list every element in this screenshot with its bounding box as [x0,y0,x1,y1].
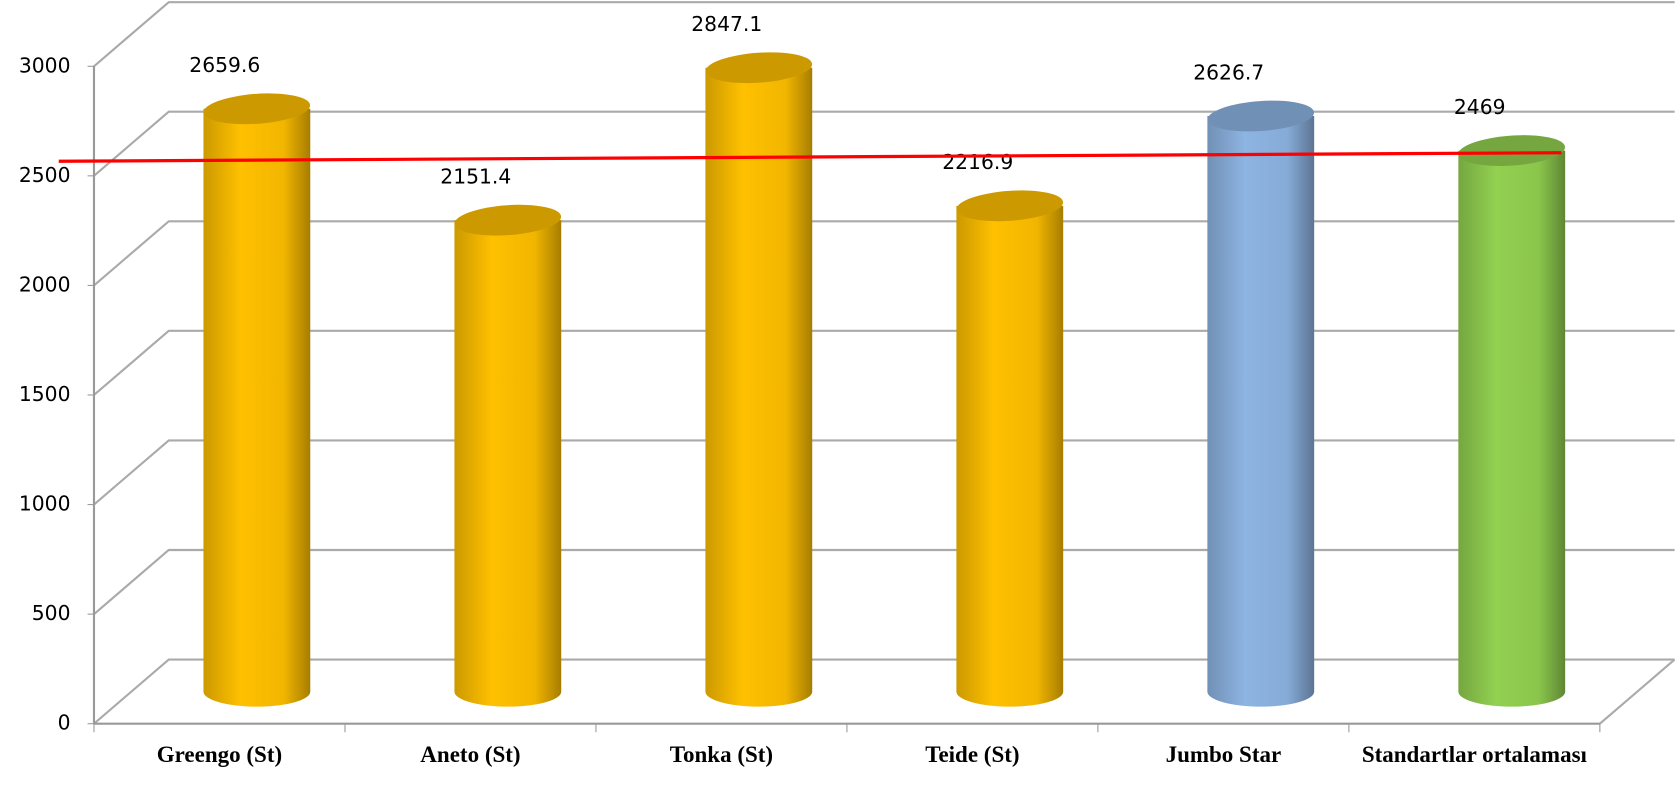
bar [454,220,562,707]
floor-edge [1599,658,1675,725]
y-tick-label: 3000 [19,53,71,77]
value-label: 2847.1 [691,12,762,36]
bar-top [1458,135,1566,166]
reference-line [58,151,1562,163]
grid-line [93,329,1675,396]
grid-line [93,548,1675,615]
value-label: 2151.4 [440,164,511,188]
x-tick-label: Tonka (St) [669,741,774,767]
cylinder [454,204,562,707]
bar [956,205,1064,707]
value-label: 2626.7 [1193,60,1264,84]
x-tick-label: Greengo (St) [156,741,283,767]
bar [203,108,311,707]
y-tick-label: 2500 [19,163,71,187]
bar [705,67,813,707]
cylinder [203,93,311,707]
bar [1207,116,1315,707]
y-tick-label: 0 [58,711,71,735]
grid-line [93,439,1675,506]
value-label: 2469 [1454,95,1506,119]
x-tick-label: Standartlar ortalaması [1361,741,1587,767]
bar-top [203,93,311,125]
cylinder [705,52,813,707]
y-tick-label: 1500 [19,382,71,406]
cylinder [1458,135,1566,707]
bar-top [1207,100,1315,132]
x-tick-label: Teide (St) [925,741,1020,767]
y-tick-label: 500 [32,601,71,625]
bar-top [705,52,813,84]
cylinder [1207,100,1315,707]
cylinder [956,190,1064,707]
x-tick-label: Jumbo Star [1165,741,1282,767]
x-tick-label: Aneto (St) [420,741,521,767]
y-tick-label: 1000 [19,492,71,516]
value-label: 2659.6 [189,53,260,77]
y-tick-label: 2000 [19,272,71,296]
grid-line [93,658,1675,725]
grid-line [93,1,1675,68]
plot-area: 0 500 1000 1500 2000 2500 3000 2659.6 2151.4 2847… [19,1,1675,735]
bar [1458,150,1566,707]
bar-top [956,190,1064,222]
bar-top [454,204,562,236]
grid-line [93,220,1675,287]
value-label: 2216.9 [942,150,1013,174]
grid-line [93,110,1675,177]
